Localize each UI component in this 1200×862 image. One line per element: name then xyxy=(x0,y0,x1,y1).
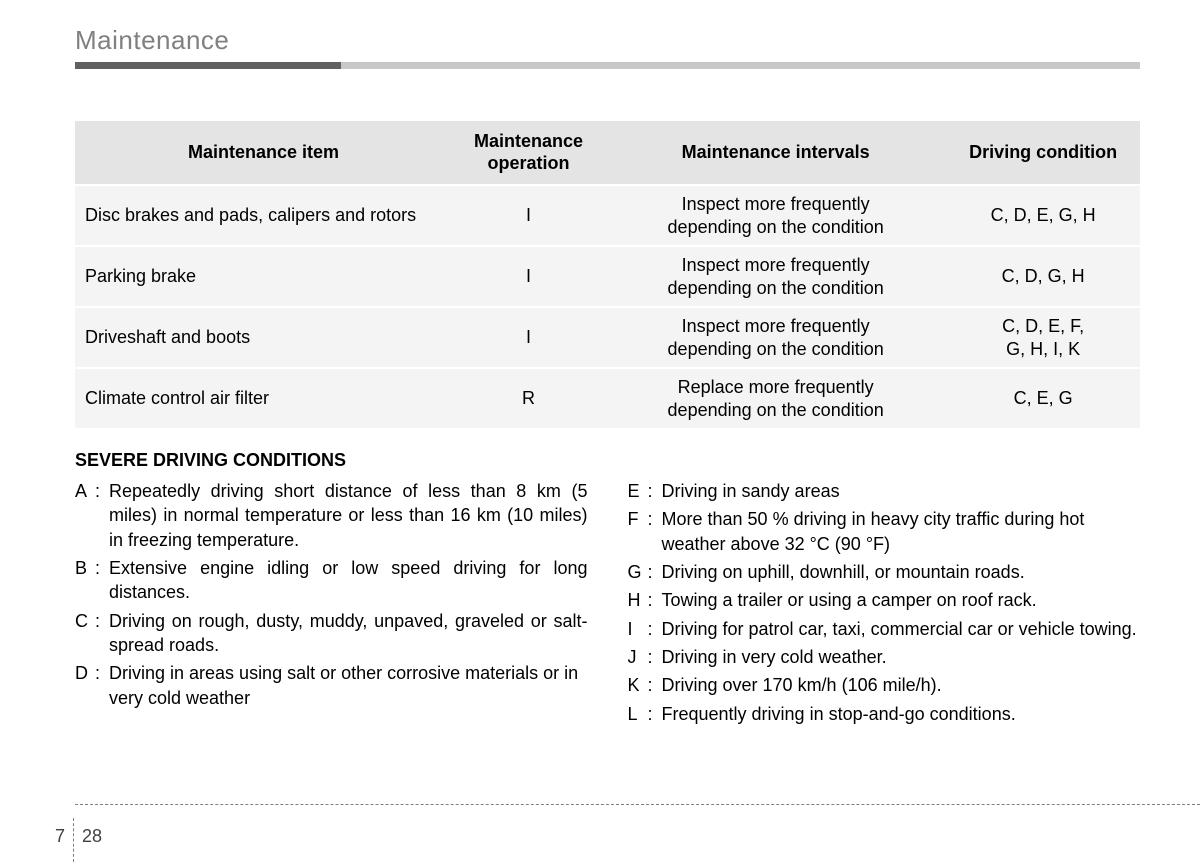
condition-colon: : xyxy=(95,661,109,710)
condition-item: A:Repeatedly driving short distance of l… xyxy=(75,479,588,552)
conditions-container: A:Repeatedly driving short distance of l… xyxy=(75,479,1140,730)
condition-colon: : xyxy=(95,609,109,658)
condition-text: Driving in sandy areas xyxy=(662,479,840,503)
condition-colon: : xyxy=(648,645,662,669)
condition-text: Extensive engine idling or low speed dri… xyxy=(109,556,588,605)
table-row: Driveshaft and bootsIInspect more freque… xyxy=(75,308,1140,367)
severe-conditions-heading: SEVERE DRIVING CONDITIONS xyxy=(75,450,1140,471)
title-rule xyxy=(75,62,1140,69)
col-header-condition: Driving condition xyxy=(946,121,1140,184)
condition-label: K xyxy=(628,673,648,697)
cell-interval: Inspect more frequently depending on the… xyxy=(605,186,946,245)
condition-colon: : xyxy=(648,588,662,612)
page-content: Maintenance Maintenance item Maintenance… xyxy=(0,0,1200,730)
table-row: Disc brakes and pads, calipers and rotor… xyxy=(75,186,1140,245)
table-row: Climate control air filterRReplace more … xyxy=(75,369,1140,428)
condition-label: J xyxy=(628,645,648,669)
cell-interval: Inspect more frequently depending on the… xyxy=(605,308,946,367)
cell-item: Disc brakes and pads, calipers and rotor… xyxy=(75,186,452,245)
condition-text: Frequently driving in stop-and-go condit… xyxy=(662,702,1016,726)
cell-condition: C, D, E, G, H xyxy=(946,186,1140,245)
cell-condition: C, D, E, F,G, H, I, K xyxy=(946,308,1140,367)
condition-colon: : xyxy=(648,479,662,503)
condition-text: Repeatedly driving short distance of les… xyxy=(109,479,588,552)
cell-condition: C, D, G, H xyxy=(946,247,1140,306)
condition-colon: : xyxy=(648,702,662,726)
cell-condition: C, E, G xyxy=(946,369,1140,428)
condition-colon: : xyxy=(648,617,662,641)
condition-label: C xyxy=(75,609,95,658)
cell-operation: R xyxy=(452,369,605,428)
condition-label: F xyxy=(628,507,648,556)
condition-label: E xyxy=(628,479,648,503)
condition-text: Driving for patrol car, taxi, commercial… xyxy=(662,617,1137,641)
footer-dashline xyxy=(75,804,1200,805)
table-header-row: Maintenance item Maintenance operation M… xyxy=(75,121,1140,184)
condition-item: L:Frequently driving in stop-and-go cond… xyxy=(628,702,1141,726)
condition-text: Driving on uphill, downhill, or mountain… xyxy=(662,560,1025,584)
condition-text: More than 50 % driving in heavy city tra… xyxy=(662,507,1141,556)
condition-text: Driving in very cold weather. xyxy=(662,645,887,669)
cell-item: Driveshaft and boots xyxy=(75,308,452,367)
page-title: Maintenance xyxy=(75,25,1140,56)
condition-colon: : xyxy=(95,556,109,605)
page-number-separator xyxy=(73,818,74,862)
cell-operation: I xyxy=(452,308,605,367)
condition-text: Towing a trailer or using a camper on ro… xyxy=(662,588,1037,612)
condition-item: F:More than 50 % driving in heavy city t… xyxy=(628,507,1141,556)
col-header-operation: Maintenance operation xyxy=(452,121,605,184)
condition-label: G xyxy=(628,560,648,584)
condition-item: I:Driving for patrol car, taxi, commerci… xyxy=(628,617,1141,641)
condition-item: D:Driving in areas using salt or other c… xyxy=(75,661,588,710)
cell-interval: Replace more frequently depending on the… xyxy=(605,369,946,428)
condition-item: J:Driving in very cold weather. xyxy=(628,645,1141,669)
page-number: 7 28 xyxy=(55,814,102,858)
condition-text: Driving over 170 km/h (106 mile/h). xyxy=(662,673,942,697)
cell-operation: I xyxy=(452,186,605,245)
table-row: Parking brakeIInspect more frequently de… xyxy=(75,247,1140,306)
cell-interval: Inspect more frequently depending on the… xyxy=(605,247,946,306)
condition-colon: : xyxy=(648,507,662,556)
chapter-number: 7 xyxy=(55,826,65,847)
condition-colon: : xyxy=(648,673,662,697)
cell-item: Parking brake xyxy=(75,247,452,306)
condition-colon: : xyxy=(95,479,109,552)
condition-label: A xyxy=(75,479,95,552)
condition-label: D xyxy=(75,661,95,710)
conditions-left-column: A:Repeatedly driving short distance of l… xyxy=(75,479,588,730)
page-footer: 7 28 xyxy=(0,804,1200,805)
maintenance-table: Maintenance item Maintenance operation M… xyxy=(75,119,1140,430)
condition-label: B xyxy=(75,556,95,605)
condition-text: Driving on rough, dusty, muddy, unpaved,… xyxy=(109,609,588,658)
condition-item: G:Driving on uphill, downhill, or mounta… xyxy=(628,560,1141,584)
cell-item: Climate control air filter xyxy=(75,369,452,428)
condition-item: B:Extensive engine idling or low speed d… xyxy=(75,556,588,605)
condition-label: I xyxy=(628,617,648,641)
condition-label: H xyxy=(628,588,648,612)
condition-item: K:Driving over 170 km/h (106 mile/h). xyxy=(628,673,1141,697)
condition-item: H:Towing a trailer or using a camper on … xyxy=(628,588,1141,612)
col-header-intervals: Maintenance intervals xyxy=(605,121,946,184)
page-number-value: 28 xyxy=(82,826,102,847)
col-header-item: Maintenance item xyxy=(75,121,452,184)
condition-text: Driving in areas using salt or other cor… xyxy=(109,661,588,710)
condition-item: C:Driving on rough, dusty, muddy, unpave… xyxy=(75,609,588,658)
condition-colon: : xyxy=(648,560,662,584)
condition-label: L xyxy=(628,702,648,726)
condition-item: E:Driving in sandy areas xyxy=(628,479,1141,503)
conditions-right-column: E:Driving in sandy areasF:More than 50 %… xyxy=(628,479,1141,730)
cell-operation: I xyxy=(452,247,605,306)
